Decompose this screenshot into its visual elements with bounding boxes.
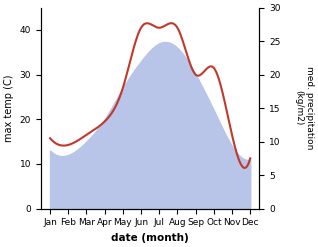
Y-axis label: med. precipitation
(kg/m2): med. precipitation (kg/m2) — [294, 66, 314, 150]
Y-axis label: max temp (C): max temp (C) — [4, 74, 14, 142]
X-axis label: date (month): date (month) — [111, 233, 189, 243]
